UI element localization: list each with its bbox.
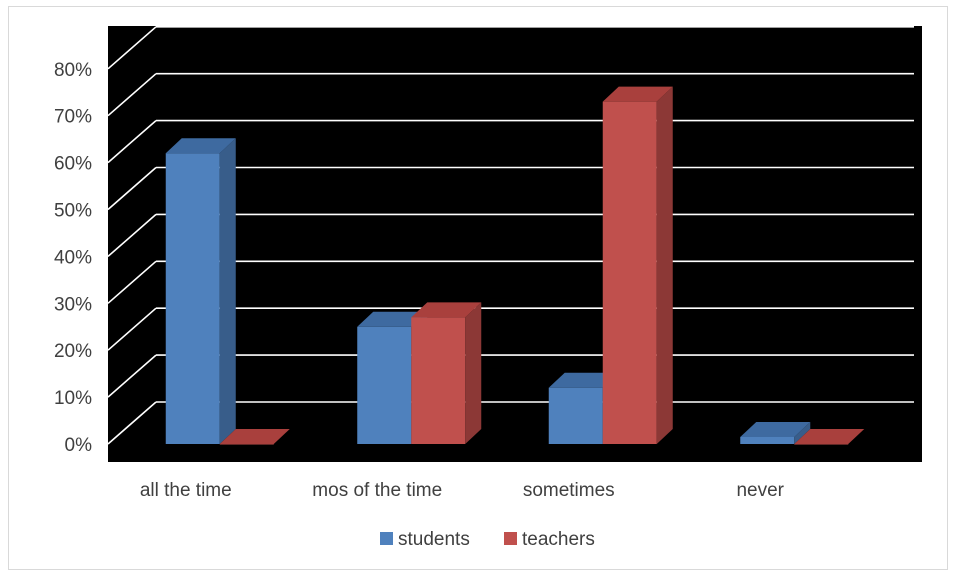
bar-top-students [165,138,236,154]
legend-swatch-students [380,532,393,545]
y-tick-label: 70% [54,107,92,128]
plot-background [108,26,922,462]
bar-students [165,153,220,444]
bar-side-teachers [465,302,482,444]
y-tick-label: 10% [54,388,92,409]
gridline-depth [107,307,157,351]
bar-side-teachers [656,86,673,444]
legend-label-students: students [398,529,470,550]
gridline-depth [107,401,157,445]
bar-teachers [794,444,849,445]
y-tick-label: 80% [54,60,92,81]
y-tick-label: 0% [65,435,93,456]
y-tick-label: 30% [54,294,92,315]
bar-top-teachers [219,429,290,444]
x-category-label: sometimes [523,480,615,501]
bar-side-students [219,138,236,444]
bar-teachers [411,317,466,444]
bar-students [357,326,412,444]
x-category-label: all the time [140,480,232,501]
bar-students [548,387,603,444]
bar-teachers [602,101,657,444]
bar-top-teachers [794,429,865,444]
bar-side-students [794,421,811,444]
y-tick-label: 60% [54,154,92,175]
bar-top-students [357,311,428,327]
y-tick-label: 40% [54,247,92,268]
x-category-label: mos of the time [312,480,442,501]
gridline-depth [107,166,157,211]
gridline-depth [107,26,157,70]
gridline-depth [107,73,157,117]
bar-top-teachers [602,86,673,102]
bar-teachers [219,444,274,445]
bar-top-teachers [411,302,482,318]
gridline-depth [107,213,157,258]
y-tick-label: 50% [54,201,92,222]
bar-top-students [548,372,619,388]
legend-swatch-teachers [504,532,517,545]
bar-top-students [740,421,811,437]
gridline-depth [107,354,157,398]
gridline-depth [107,119,157,164]
gridline-depth [107,260,157,304]
bar-students [740,436,795,444]
y-tick-label: 20% [54,341,92,362]
x-category-label: never [736,480,784,501]
legend-label-teachers: teachers [522,529,595,550]
